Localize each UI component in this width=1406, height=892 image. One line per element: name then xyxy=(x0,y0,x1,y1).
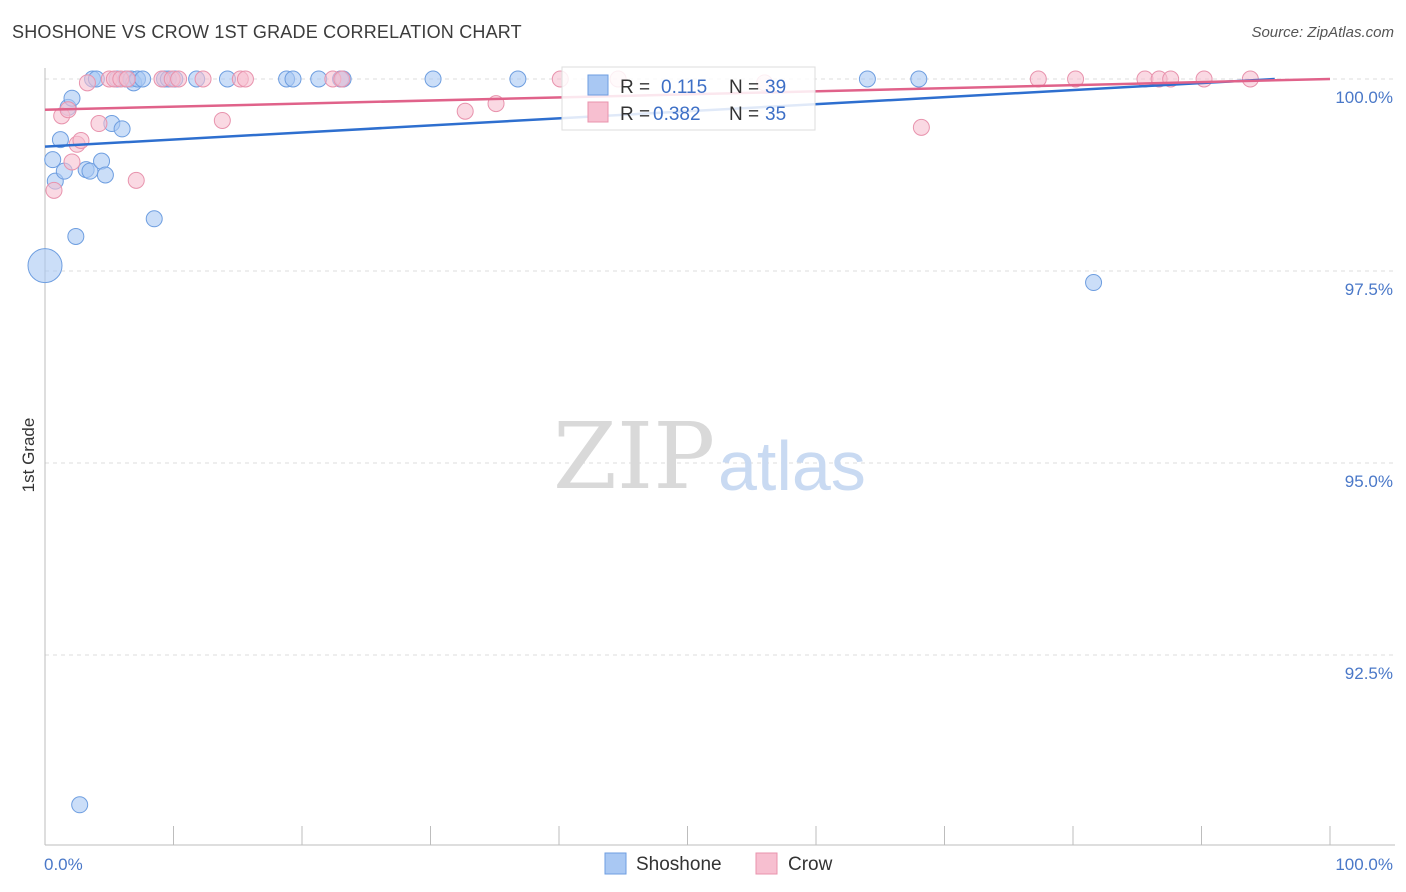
legend-shoshone-label: Shoshone xyxy=(636,854,722,875)
crow-stats-swatch xyxy=(587,101,609,123)
legend-crow-label: Crow xyxy=(788,854,833,875)
shoshone-point xyxy=(310,70,328,88)
legend-crow-swatch xyxy=(755,852,778,875)
shoshone-point xyxy=(51,131,69,149)
shoshone-point xyxy=(1085,274,1103,292)
crow-point xyxy=(127,171,145,189)
shoshone-point xyxy=(71,796,89,814)
shoshone-point xyxy=(858,70,876,88)
source-credit: Source: ZipAtlas.com xyxy=(1251,24,1394,41)
bottom-legend: Shoshone Crow xyxy=(604,852,833,875)
chart-title: SHOSHONE VS CROW 1ST GRADE CORRELATION C… xyxy=(12,22,522,42)
watermark: ZIP atlas xyxy=(553,403,866,510)
shoshone-r-value: 0.115 xyxy=(661,77,707,98)
shoshone-point xyxy=(134,70,152,88)
grid-lines xyxy=(45,78,1395,656)
shoshone-point xyxy=(44,151,62,169)
crow-point xyxy=(456,102,474,120)
y-tick-label: 92.5% xyxy=(1345,664,1393,683)
shoshone-n-label: N = xyxy=(729,77,759,98)
watermark-zip: ZIP xyxy=(553,403,715,510)
crow-point xyxy=(63,153,81,171)
crow-r-label: R = xyxy=(620,104,650,125)
shoshone-point xyxy=(910,70,928,88)
crow-point xyxy=(45,181,63,199)
y-tick-label: 100.0% xyxy=(1335,88,1393,107)
shoshone-point xyxy=(27,248,63,284)
shoshone-r-label: R = xyxy=(620,77,650,98)
crow-point xyxy=(236,70,254,88)
y-tick-label: 97.5% xyxy=(1345,280,1393,299)
crow-point xyxy=(333,70,351,88)
crow-point xyxy=(194,70,212,88)
x-tick-label-end: 100.0% xyxy=(1335,855,1393,874)
y-tick-labels: 100.0% 97.5% 95.0% 92.5% xyxy=(1335,88,1393,683)
x-tick-label-start: 0.0% xyxy=(44,855,83,874)
crow-point xyxy=(1195,70,1213,88)
watermark-atlas: atlas xyxy=(718,427,866,505)
shoshone-point xyxy=(113,120,131,138)
x-tick-labels: 0.0% 100.0% xyxy=(44,855,1393,874)
y-axis-label: 1st Grade xyxy=(19,418,38,493)
crow-point xyxy=(170,70,188,88)
shoshone-point xyxy=(145,210,163,228)
crow-point xyxy=(1067,70,1085,88)
shoshone-point xyxy=(67,227,85,245)
crow-point xyxy=(213,111,231,129)
axes xyxy=(44,68,1395,846)
crow-point xyxy=(912,118,930,136)
crow-n-label: N = xyxy=(729,104,759,125)
crow-n-value: 35 xyxy=(765,104,786,125)
y-tick-label: 95.0% xyxy=(1345,472,1393,491)
legend-shoshone-swatch xyxy=(604,852,627,875)
crow-r-value: 0.382 xyxy=(653,104,701,125)
crow-point xyxy=(90,115,108,133)
shoshone-point xyxy=(509,70,527,88)
crow-point xyxy=(118,70,136,88)
crow-point xyxy=(78,74,96,92)
shoshone-n-value: 39 xyxy=(765,77,786,98)
shoshone-point xyxy=(424,70,442,88)
shoshone-point xyxy=(96,166,114,184)
stats-legend-box: R = 0.115 N = 39 R = 0.382 N = 35 xyxy=(561,66,816,131)
shoshone-stats-swatch xyxy=(587,74,609,96)
shoshone-point xyxy=(284,70,302,88)
